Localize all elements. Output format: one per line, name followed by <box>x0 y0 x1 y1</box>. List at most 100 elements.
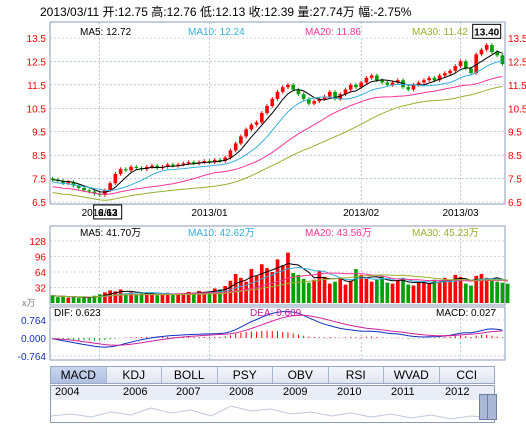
candle-body <box>312 101 316 104</box>
tab-boll[interactable]: BOLL <box>162 367 218 383</box>
price-tick-left: 12.5 <box>27 57 47 68</box>
year-label: 2011 <box>391 386 415 398</box>
ma5-line <box>52 50 503 193</box>
volume-bar <box>124 293 128 303</box>
candle-body <box>275 91 280 99</box>
candle-body <box>327 91 332 97</box>
year-label: 2004 <box>55 386 80 398</box>
volume-bar <box>369 281 374 303</box>
tab-cci[interactable]: CCI <box>456 368 478 382</box>
volume-bar <box>291 272 296 303</box>
candle-body <box>223 157 228 161</box>
dea-label: DEA: 0.609 <box>250 308 302 319</box>
volume-bar <box>212 288 217 303</box>
volume-ma10-line <box>52 266 508 298</box>
candle-body <box>186 162 191 164</box>
candle-body <box>228 150 233 158</box>
candle-body <box>233 143 238 151</box>
volume-bar <box>71 296 76 303</box>
volume-bar <box>176 293 180 303</box>
volume-bar <box>265 268 269 303</box>
volume-bar <box>76 298 81 303</box>
volume-bar <box>118 289 123 303</box>
volume-bar <box>432 279 437 303</box>
candle-body <box>411 84 416 90</box>
price-tick-right: 7.5 <box>508 175 522 186</box>
volume-bar <box>375 279 379 303</box>
price-tick-right: 6.5 <box>508 198 522 209</box>
tab-wvad[interactable]: WVAD <box>384 367 440 383</box>
candle-body <box>359 82 364 88</box>
tab-macd[interactable]: MACD <box>51 367 107 383</box>
volume-bar <box>233 273 238 303</box>
candle-body <box>207 161 212 163</box>
volume-bar <box>87 297 92 303</box>
ma5-label: MA5: 12.72 <box>80 27 132 38</box>
header-open: 开:12.75 <box>102 5 148 19</box>
candle-body <box>108 183 112 191</box>
candle-body <box>364 77 369 83</box>
candle-body <box>453 66 458 71</box>
header-close: 收:12.39 <box>248 5 295 19</box>
price-tick-right: 13.5 <box>508 34 526 45</box>
candle-body <box>176 164 180 166</box>
ma20-label: MA20: 11.86 <box>305 27 361 38</box>
candle-body <box>280 87 285 92</box>
candle-body <box>71 182 76 186</box>
candle-body <box>474 54 479 74</box>
volume-bar <box>92 295 97 303</box>
volume-bar <box>333 281 337 303</box>
range-handle-right[interactable] <box>487 394 497 420</box>
indicator-legends: MA5: 12.72 MA10: 12.24 MA20: 11.86 MA30:… <box>22 27 496 319</box>
volume-bar <box>129 292 133 303</box>
price-tick-right: 11.5 <box>508 81 526 92</box>
volume-bar <box>327 283 332 303</box>
volume-bar <box>490 279 494 303</box>
volume-bar <box>385 282 390 303</box>
price-tick-left: 13.5 <box>27 34 47 45</box>
volume-bar <box>500 282 505 303</box>
volume-bar <box>343 284 348 303</box>
year-label: 2010 <box>337 386 362 398</box>
candle-body <box>150 165 154 167</box>
candle-body <box>443 73 447 76</box>
navigator-sparkline <box>51 405 494 420</box>
candle-body <box>191 162 196 164</box>
candle-body <box>422 80 426 83</box>
volume-bar <box>223 286 228 303</box>
candle-body <box>301 94 306 99</box>
volume-bar <box>390 283 395 303</box>
volume-bar <box>165 292 170 303</box>
vma5-label: MA5: 41.70万 <box>80 228 141 239</box>
candle-body <box>249 124 254 130</box>
macd-tick-label: 0.000 <box>21 334 46 345</box>
tab-obv[interactable]: OBV <box>273 367 329 383</box>
volume-bar <box>56 297 60 303</box>
date-tick-label: 2012/12 <box>82 208 119 219</box>
volume-bar <box>469 285 473 303</box>
price-tick-right: 9.5 <box>508 128 522 139</box>
volume-bar <box>443 277 447 303</box>
ohlc-header: 2013/03/11 开:12.75 高:12.76 低:12.13 收:12.… <box>40 3 411 20</box>
timeline-navigator[interactable]: 2004 2006 2007 2008 2009 2010 2011 2012 <box>50 385 497 423</box>
extreme-price-box <box>93 204 123 220</box>
price-tick-left: 9.5 <box>32 128 46 139</box>
volume-bar <box>380 275 384 303</box>
candle-body <box>286 84 290 88</box>
volume-tick-label: 96 <box>35 253 47 264</box>
volume-bar <box>395 280 400 303</box>
candle-body <box>348 84 353 90</box>
volume-bar <box>296 274 301 303</box>
tab-kdj[interactable]: KDJ <box>107 367 162 383</box>
candle-body <box>181 163 186 165</box>
price-tick-right: 12.5 <box>508 57 526 68</box>
volume-bar <box>322 276 327 303</box>
candle-body <box>239 136 243 144</box>
tab-rsi[interactable]: RSI <box>329 367 384 383</box>
candle-body <box>354 84 358 88</box>
macd-panel <box>52 310 503 348</box>
volume-bar <box>259 264 264 303</box>
candle-body <box>307 98 311 104</box>
tab-psy[interactable]: PSY <box>218 367 273 383</box>
candle-body <box>118 169 123 174</box>
